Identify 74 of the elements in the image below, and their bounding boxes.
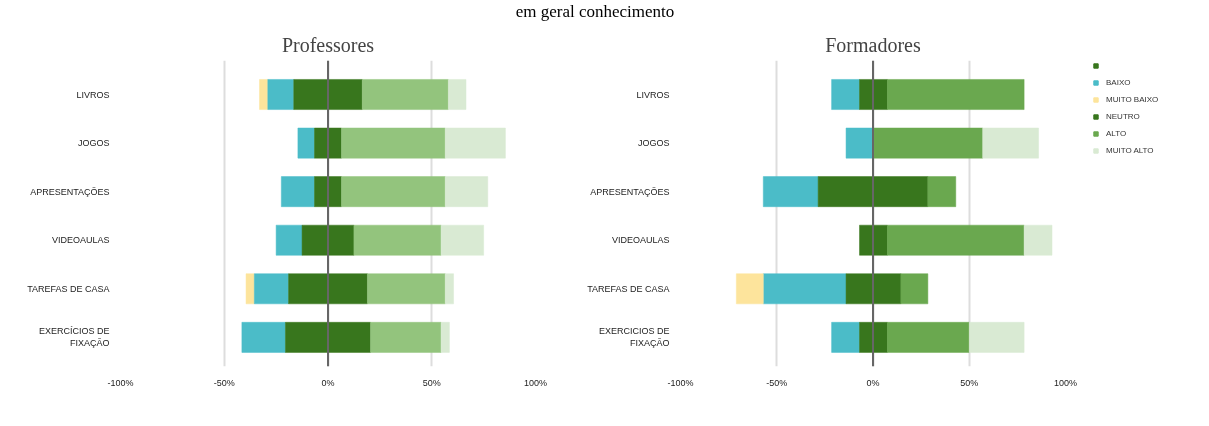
y-tick-label: EXERCICIOS DE FIXAÇÃO [598, 326, 670, 349]
y-tick-label: JOGOS [78, 138, 110, 149]
bar [285, 322, 371, 353]
x-tick-label: 50% [422, 377, 441, 388]
bar [859, 224, 888, 256]
x-tick-label: -50% [213, 377, 235, 388]
bar [900, 273, 929, 305]
bar [281, 176, 315, 207]
x-tick-label: 0% [321, 377, 335, 388]
bar [245, 273, 255, 305]
y-tick-label: APRESENTAÇÕES [590, 186, 670, 197]
bar [831, 79, 860, 110]
bar [293, 79, 363, 110]
y-tick-label: VIDEOAULAS [611, 235, 670, 246]
bar [831, 322, 860, 353]
bar [370, 322, 442, 353]
x-tick-label: -100% [107, 377, 134, 388]
bar [288, 273, 368, 305]
chart-title: Formadores [825, 33, 921, 56]
legend-label: BAIXO [1106, 78, 1131, 87]
bar [845, 273, 902, 305]
legend-label: ALTO [1106, 129, 1127, 138]
bar [341, 127, 446, 159]
text: em geral conhecimento [515, 2, 675, 21]
bar [736, 273, 764, 305]
bar [969, 322, 1025, 353]
bar [353, 224, 442, 256]
bar [444, 273, 454, 305]
y-tick-label: VIDEOAULAS [51, 235, 110, 246]
x-tick-label: 50% [960, 377, 979, 388]
bar [444, 176, 489, 207]
bar [367, 273, 446, 305]
bar [267, 79, 295, 110]
bar [440, 322, 450, 353]
bar [440, 224, 484, 256]
chart-title: Professores [281, 33, 375, 56]
x-tick-label: 100% [523, 377, 548, 388]
bar [859, 79, 888, 110]
bar [448, 79, 467, 110]
bar [301, 224, 355, 256]
bar [275, 224, 303, 256]
bar [927, 176, 957, 207]
bar [763, 176, 819, 207]
legend-label: MUITO ALTO [1106, 146, 1154, 155]
bar [845, 127, 874, 159]
y-tick-label: TAREFAS DE CASA [27, 283, 110, 294]
y-tick-label: JOGOS [638, 138, 670, 149]
x-tick-label: 0% [866, 377, 880, 388]
bar [241, 322, 286, 353]
x-tick-label: 100% [1053, 377, 1078, 388]
legend-label: MUITO BAIXO [1106, 95, 1159, 104]
bar [887, 79, 1025, 110]
y-tick-label: APRESENTAÇÕES [30, 186, 110, 197]
bar [341, 176, 446, 207]
y-tick-label: LIVROS [636, 89, 670, 100]
bar [444, 127, 506, 159]
y-tick-label: TAREFAS DE CASA [587, 283, 670, 294]
bar [872, 127, 983, 159]
bar [254, 273, 289, 305]
bar [887, 224, 1025, 256]
bar [982, 127, 1039, 159]
bar [361, 79, 449, 110]
bar [259, 79, 269, 110]
bar [817, 176, 929, 207]
y-tick-label: LIVROS [76, 89, 110, 100]
bar [763, 273, 847, 305]
bar [887, 322, 970, 353]
bar [297, 127, 315, 159]
bar [859, 322, 888, 353]
y-tick-label: EXERCÍCIOS DE FIXAÇÃO [38, 326, 110, 349]
x-tick-label: -50% [766, 377, 788, 388]
bar [1023, 224, 1053, 256]
x-tick-label: -100% [667, 377, 694, 388]
legend-label: NEUTRO [1106, 112, 1140, 121]
